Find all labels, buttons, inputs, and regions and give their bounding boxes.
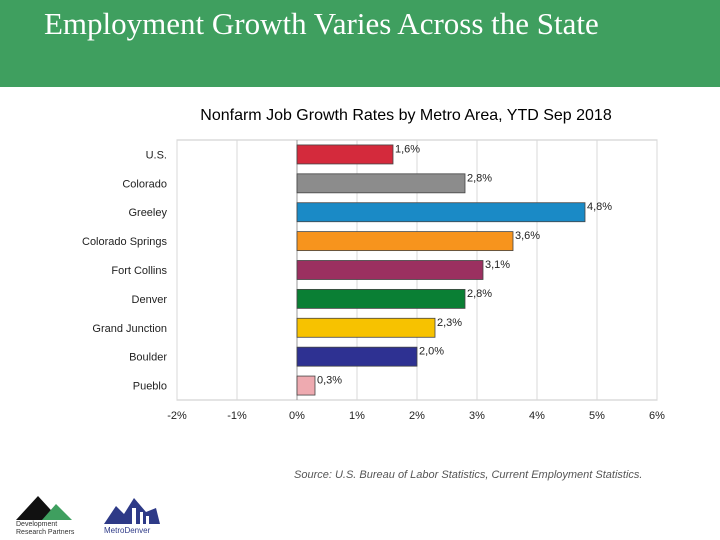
development-research-partners-logo: Development Research Partners	[14, 494, 74, 538]
chart-title: Nonfarm Job Growth Rates by Metro Area, …	[200, 107, 612, 124]
category-label: Denver	[132, 294, 168, 306]
x-tick-label: 2%	[409, 410, 425, 422]
slide-title: Employment Growth Varies Across the Stat…	[44, 6, 599, 41]
bar	[296, 260, 484, 280]
bar	[296, 375, 316, 396]
x-tick-label: 5%	[589, 410, 605, 422]
bar-chart: -2% -1% 0% 1% 2% 3% 4% 5% 6% U.S. 1,6% Colorado 2,8%…	[82, 139, 665, 422]
x-tick-label: 3%	[469, 410, 485, 422]
data-label: 2,3%	[437, 317, 462, 329]
data-label: 2,8%	[467, 172, 492, 184]
bar	[296, 288, 466, 309]
data-label: 0,3%	[317, 375, 342, 387]
bar	[296, 202, 586, 223]
source-note: Source: U.S. Bureau of Labor Statistics,…	[294, 469, 643, 481]
x-tick-label: -2%	[167, 410, 187, 422]
category-label: Greeley	[128, 207, 167, 219]
logo-line-2: Research Partners	[16, 529, 75, 536]
data-label: 2,8%	[467, 288, 492, 300]
category-label: Fort Collins	[111, 265, 167, 277]
bar	[296, 231, 514, 252]
metro-denver-logo: MetroDenver	[102, 494, 162, 538]
logo-text: MetroDenver	[104, 526, 151, 535]
category-label: U.S.	[146, 149, 167, 161]
logo-line-1: Development	[16, 521, 58, 528]
data-label: 3,1%	[485, 259, 510, 271]
bar	[296, 346, 418, 367]
title-banner: Employment Growth Varies Across the Stat…	[0, 0, 720, 87]
bar	[296, 173, 466, 194]
data-label: 2,0%	[419, 346, 444, 358]
x-tick-label: 0%	[289, 410, 305, 422]
category-label: Boulder	[129, 352, 167, 364]
x-tick-label: 4%	[529, 410, 545, 422]
x-tick-label: 1%	[349, 410, 365, 422]
skyline-logo-icon	[104, 498, 160, 524]
data-label: 3,6%	[515, 230, 540, 242]
bar	[296, 317, 436, 338]
bar	[296, 144, 394, 165]
mountain-logo-icon	[16, 496, 72, 520]
x-tick-label: -1%	[227, 410, 247, 422]
data-label: 1,6%	[395, 143, 420, 155]
category-label: Colorado	[122, 178, 167, 190]
category-label: Pueblo	[133, 381, 167, 393]
category-label: Grand Junction	[92, 323, 167, 335]
category-label: Colorado Springs	[82, 236, 167, 248]
data-label: 4,8%	[587, 201, 612, 213]
x-tick-label: 6%	[649, 410, 665, 422]
